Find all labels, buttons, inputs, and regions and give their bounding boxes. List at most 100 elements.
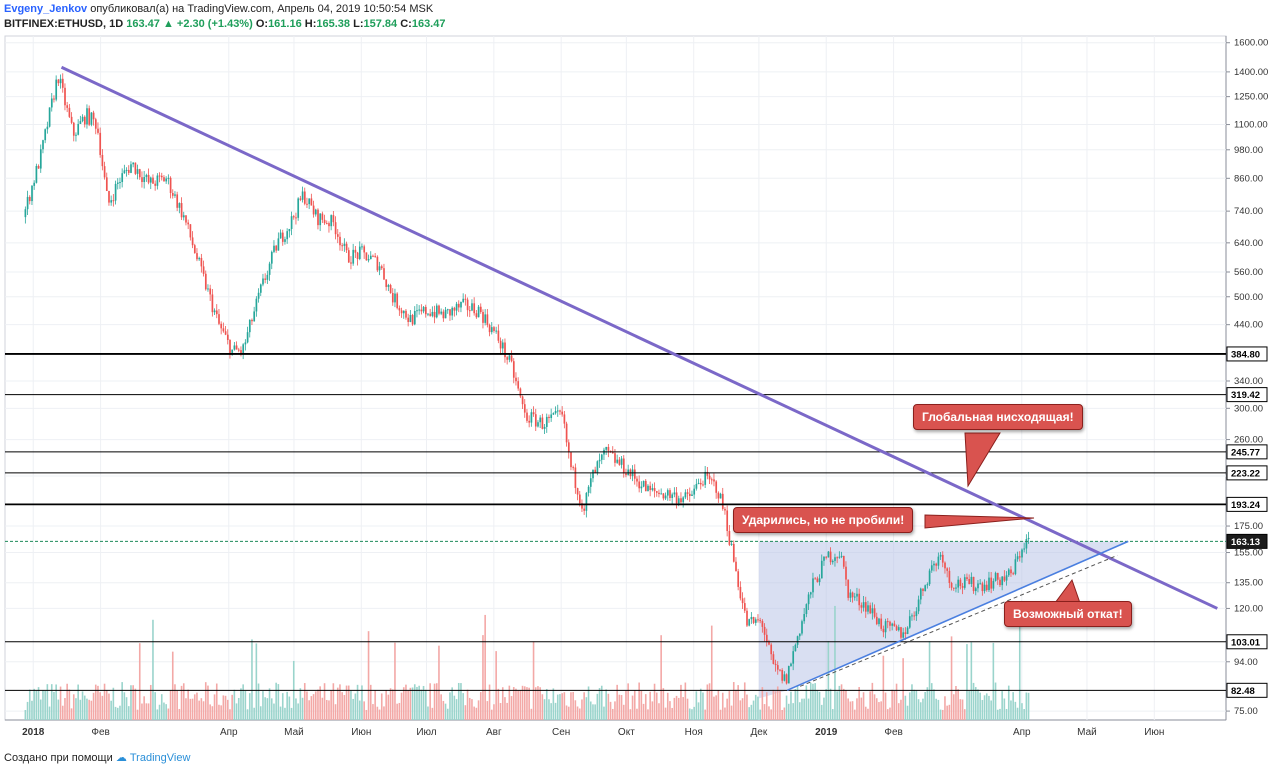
candle-body xyxy=(464,298,467,300)
volume-bar xyxy=(776,686,779,720)
author-name[interactable]: Evgeny_Jenkov xyxy=(4,3,88,15)
candle-body xyxy=(235,345,238,350)
candle-body xyxy=(57,79,60,84)
volume-bar xyxy=(702,692,704,720)
volume-bar xyxy=(660,635,662,720)
candle-body xyxy=(838,556,841,558)
volume-bar xyxy=(345,685,348,720)
volume-bar xyxy=(836,691,838,720)
candle-body xyxy=(220,323,223,329)
candle-body xyxy=(350,262,352,264)
volume-bar xyxy=(438,645,440,720)
candle-body xyxy=(264,278,267,280)
volume-bar xyxy=(915,690,918,720)
volume-bar xyxy=(466,689,469,720)
candle-body xyxy=(482,311,484,323)
candle-body xyxy=(288,228,291,232)
candle-body xyxy=(53,98,55,100)
candle-body xyxy=(895,626,898,631)
volume-bar xyxy=(374,690,376,720)
volume-bar xyxy=(583,692,585,720)
candle-body xyxy=(677,498,680,504)
candle-body xyxy=(110,200,113,203)
volume-bar xyxy=(831,709,834,720)
tradingview-logo-icon: ☁ xyxy=(115,752,127,764)
candle-body xyxy=(939,554,942,557)
candle-body xyxy=(930,565,933,571)
volume-bar xyxy=(523,686,526,720)
candle-body xyxy=(972,576,975,592)
candle-body xyxy=(992,580,995,589)
candle-body xyxy=(849,592,852,598)
volume-bar xyxy=(429,683,431,720)
candle-body xyxy=(748,619,751,626)
candle-body xyxy=(446,309,449,311)
volume-bar xyxy=(378,709,381,720)
candle-body xyxy=(226,334,229,340)
candle-body xyxy=(836,557,839,559)
candle-body xyxy=(391,293,394,303)
candle-body xyxy=(979,583,982,585)
volume-bar xyxy=(970,642,973,720)
trendline-projection[interactable] xyxy=(799,554,1118,687)
candle-body xyxy=(825,556,828,558)
candle-body xyxy=(77,123,80,135)
volume-bar xyxy=(158,704,161,720)
volume-bar xyxy=(570,692,572,720)
candle-body xyxy=(506,357,509,360)
level-badge xyxy=(1226,533,1268,549)
candle-body xyxy=(699,482,702,485)
footer-text: Создано при помощи xyxy=(4,752,113,764)
volume-bar xyxy=(504,697,506,720)
candle-body xyxy=(963,577,966,588)
tradingview-brand[interactable]: TradingView xyxy=(129,752,191,764)
volume-bar xyxy=(132,685,134,720)
candle-body xyxy=(389,285,392,294)
candle-body xyxy=(860,605,863,608)
y-tick-label: 94.00 xyxy=(1234,657,1258,668)
candle-body xyxy=(911,615,913,617)
volume-bar xyxy=(759,709,761,720)
volume-bar xyxy=(548,699,550,720)
volume-bar xyxy=(917,699,920,720)
volume-bar xyxy=(486,701,489,720)
candle-body xyxy=(891,623,894,626)
volume-bar xyxy=(851,701,854,720)
candle-body xyxy=(180,203,183,218)
candle-body xyxy=(644,480,647,492)
candle-body xyxy=(904,632,907,635)
published-text: опубликовал(а) на TradingView.com, Апрел… xyxy=(90,3,434,15)
volume-bar xyxy=(55,684,57,720)
trendline-ascending-support[interactable] xyxy=(786,540,1129,692)
candle-body xyxy=(682,497,685,503)
volume-bar xyxy=(585,697,588,720)
last-price: 163.47 xyxy=(126,18,160,30)
volume-bar xyxy=(730,705,733,720)
volume-bar xyxy=(169,690,172,720)
candle-body xyxy=(765,634,768,642)
candle-body xyxy=(251,319,253,322)
candle-body xyxy=(92,112,95,120)
candle-body xyxy=(68,107,71,117)
candle-body xyxy=(702,484,704,486)
volume-bar xyxy=(691,709,693,720)
volume-bar xyxy=(31,700,33,720)
candle-body xyxy=(917,599,920,612)
volume-bar xyxy=(369,684,372,720)
volume-bar xyxy=(204,682,207,720)
candle-body xyxy=(983,584,986,592)
volume-bar xyxy=(933,689,935,720)
volume-bar xyxy=(268,688,271,720)
candle-body xyxy=(116,182,119,184)
volume-bar xyxy=(59,686,62,720)
volume-bar xyxy=(622,704,625,720)
volume-bar xyxy=(968,691,970,720)
y-tick-label: 120.00 xyxy=(1234,603,1263,614)
candle-body xyxy=(618,459,621,465)
volume-bar xyxy=(1005,708,1008,720)
volume-bar xyxy=(405,684,407,720)
candle-body xyxy=(457,303,460,308)
volume-bar xyxy=(400,692,403,720)
volume-bar xyxy=(319,686,321,720)
